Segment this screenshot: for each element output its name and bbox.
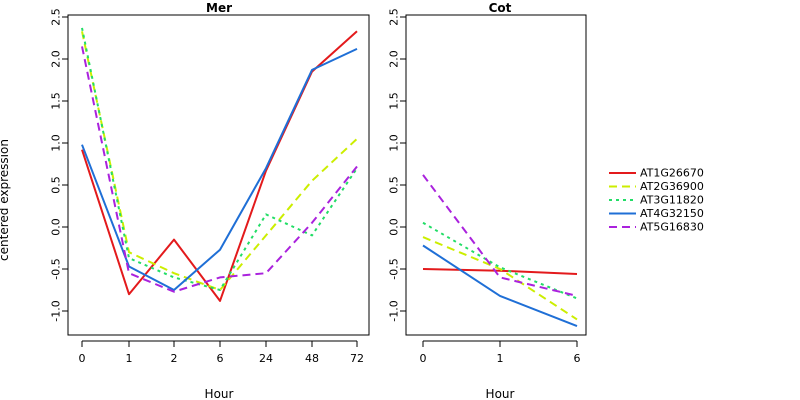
y-tick-label: 1.5	[388, 92, 401, 110]
x-tick-label: 6	[574, 352, 581, 365]
series-line-at5g16830	[422, 174, 578, 297]
x-tick-label: 1	[497, 352, 504, 365]
x-tick-label: 48	[305, 352, 319, 365]
plot-frame-mer	[67, 14, 370, 336]
y-tick-label: 2.5	[50, 8, 63, 26]
y-tick-label: 0.0	[50, 218, 63, 236]
legend-label: AT1G26670	[640, 167, 704, 180]
y-tick-label: 0.5	[388, 176, 401, 194]
series-line-at1g26670	[81, 30, 358, 302]
y-tick-label: 1.0	[388, 134, 401, 152]
y-tick-label: -0.5	[388, 258, 401, 279]
x-axis-label-cot: Hour	[486, 387, 515, 400]
x-tick-label: 0	[420, 352, 427, 365]
x-tick-label: 1	[126, 352, 133, 365]
y-tick-label: 2.0	[50, 50, 63, 68]
legend-label: AT3G11820	[640, 194, 704, 207]
series-line-at2g36900	[81, 31, 358, 291]
y-tick-label: 2.5	[388, 8, 401, 26]
y-tick-label: 2.0	[388, 50, 401, 68]
x-tick-label: 72	[350, 352, 364, 365]
panel-title-cot: Cot	[489, 1, 512, 15]
series-line-at2g36900	[422, 236, 578, 321]
series-line-at3g11820	[81, 27, 358, 291]
series-line-at4g32150	[81, 47, 358, 291]
y-tick-label: 1.5	[50, 92, 63, 110]
y-tick-label: 0.0	[388, 218, 401, 236]
x-tick-label: 6	[217, 352, 224, 365]
series-line-at5g16830	[81, 46, 358, 293]
series-line-at1g26670	[422, 268, 578, 275]
panel-mer: Mer -1.0 -0.5 0.0 0.5 1.0 1.5 2.0 2.5 0 1 2 6 24 48 7…	[50, 1, 370, 400]
series-line-at3g11820	[422, 221, 578, 300]
panel-title-mer: Mer	[206, 1, 232, 15]
panel-cot: Cot -1.0 -0.5 0.0 0.5 1.0 1.5 2.0 2.5 0 1 6 Hour	[388, 1, 587, 400]
y-tick-label: -0.5	[50, 258, 63, 279]
legend: AT1G26670AT2G36900AT3G11820AT4G32150AT5G…	[609, 167, 704, 234]
plot-frame-cot	[405, 14, 587, 336]
y-axis-label: centered expression	[0, 139, 11, 261]
legend-label: AT5G16830	[640, 221, 704, 234]
y-tick-label: -1.0	[50, 300, 63, 321]
y-axis-cot: -1.0 -0.5 0.0 0.5 1.0 1.5 2.0 2.5	[388, 8, 406, 322]
y-tick-label: 1.0	[50, 134, 63, 152]
legend-label: AT2G36900	[640, 180, 704, 193]
series-group-mer	[81, 27, 358, 302]
y-axis-mer: -1.0 -0.5 0.0 0.5 1.0 1.5 2.0 2.5	[50, 8, 68, 322]
x-axis-label-mer: Hour	[205, 387, 234, 400]
x-tick-label: 0	[79, 352, 86, 365]
series-line-at4g32150	[422, 244, 578, 328]
x-axis-mer: 0 1 2 6 24 48 72	[79, 340, 364, 365]
y-tick-label: 0.5	[50, 176, 63, 194]
x-tick-label: 2	[171, 352, 178, 365]
y-tick-label: -1.0	[388, 300, 401, 321]
legend-label: AT4G32150	[640, 207, 704, 220]
x-axis-cot: 0 1 6	[420, 340, 581, 365]
series-group-cot	[422, 174, 578, 328]
x-tick-label: 24	[259, 352, 273, 365]
